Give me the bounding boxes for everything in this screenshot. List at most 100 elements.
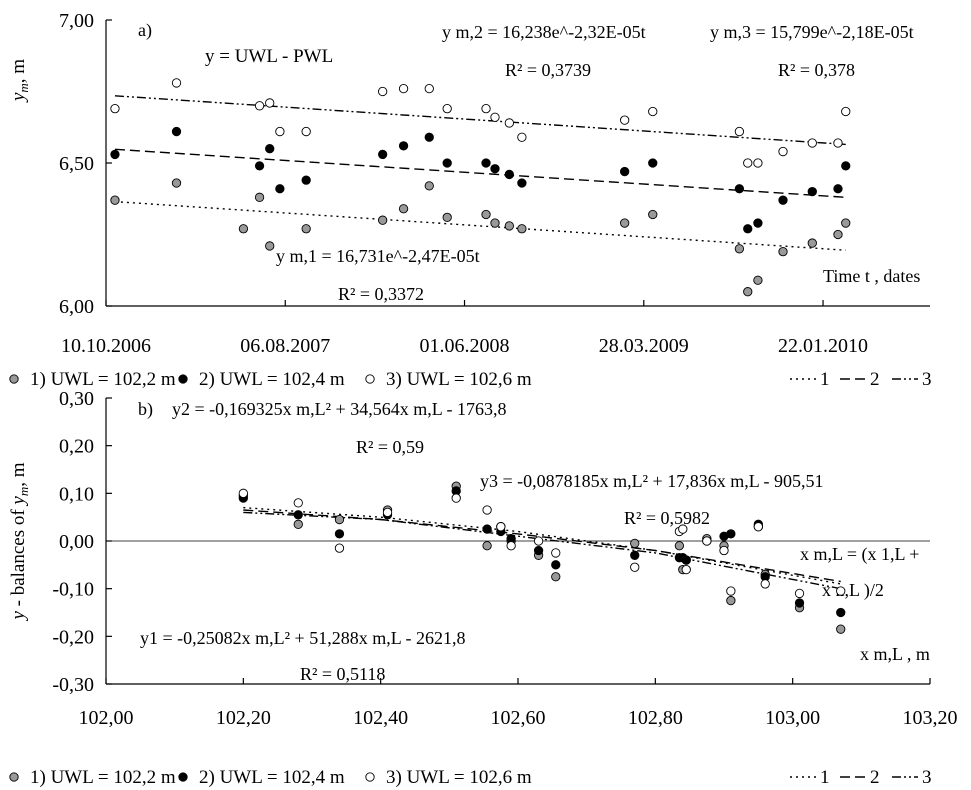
- panel-a-point-s1: [517, 224, 527, 234]
- panel-b-y-tick-label: -0,20: [52, 626, 94, 648]
- panel-a-point-s1: [620, 218, 630, 228]
- panel-b-point-s3: [753, 522, 763, 532]
- panel-b-eq3-r2: R² = 0,5982: [624, 508, 710, 528]
- panel-a-point-s2: [504, 169, 514, 180]
- panel-a-y-tick-label: 6,50: [59, 153, 94, 175]
- panel-b-y-tick-label: 0,00: [59, 531, 94, 553]
- panel-a-x-tick-label: 06.08.2007: [240, 335, 330, 357]
- panel-a-point-s3: [481, 104, 491, 114]
- panel-b-eq2-r2: R² = 0,59: [356, 437, 424, 457]
- panel-b-y-tick-label: -0,10: [52, 579, 94, 601]
- panel-a-point-s2: [734, 184, 745, 194]
- panel-a-point-s1: [398, 204, 409, 214]
- panel-a-point-s1: [254, 192, 265, 202]
- panel-a-point-s3: [778, 146, 788, 157]
- panel-a-y-label: ym, m: [8, 59, 31, 103]
- panel-b-eq2: y2 = -0,169325x m,L² + 34,564x m,L - 176…: [172, 399, 507, 419]
- panel-b-point-s1: [293, 519, 303, 529]
- panel-a-trendline-2: [114, 148, 846, 199]
- panel-a-point-s1: [265, 241, 275, 251]
- panel-a-point-s2: [807, 186, 817, 197]
- panel-b-point-s2: [681, 555, 691, 565]
- panel-b-point-s3: [681, 564, 691, 575]
- panel-a-point-s1: [378, 215, 388, 225]
- legend-label-1: 1) UWL = 102,2 m: [30, 369, 176, 390]
- legend-top: 1) UWL = 102,2 m 2) UWL = 102,4 m 3) UWL =…: [9, 369, 932, 390]
- panel-a-point-s3: [753, 158, 763, 168]
- panel-a-point-s2: [753, 218, 763, 228]
- panel-b-points: [238, 481, 846, 634]
- panel-b-eq1: y1 = -0,25082x m,L² + 51,288x m,L - 2621…: [140, 628, 466, 648]
- panel-b-y-tick-label: 0,30: [59, 388, 94, 410]
- panel-a-y-tick-label: 6,00: [59, 296, 94, 318]
- panel-b-point-s1: [482, 541, 492, 551]
- panel-b-trendline-3: [243, 511, 841, 590]
- panel-b-point-s2: [551, 560, 561, 570]
- panel-a-x-tick-label: 28.03.2009: [599, 335, 689, 357]
- panel-a-eq2-r2: R² = 0,3739: [505, 60, 591, 80]
- panel-a-x-tick-label: 22.01.2010: [778, 335, 868, 357]
- panel-a-point-s2: [378, 149, 388, 160]
- panel-a-point-s1: [110, 195, 120, 205]
- panel-b-point-s3: [382, 507, 393, 518]
- legend-label-3: 3) UWL = 102,6 m: [386, 767, 532, 788]
- panel-a-trendline-1: [114, 200, 846, 251]
- panel-b-point-s3: [630, 562, 640, 572]
- panel-a-point-s3: [265, 98, 275, 108]
- panel-a-point-s3: [734, 126, 745, 137]
- panel-a-y-tick-label: 7,00: [59, 10, 94, 32]
- legend-bottom: 1) UWL = 102,2 m 2) UWL = 102,4 m 3) UWL =…: [9, 767, 932, 788]
- panel-a-point-s3: [398, 83, 409, 94]
- panel-a-point-s2: [517, 178, 527, 188]
- panel-a-points: [110, 78, 851, 297]
- panel-b-point-s3: [551, 548, 561, 558]
- panel-b-point-s1: [836, 624, 846, 634]
- panel-a-point-s3: [620, 115, 630, 125]
- legend-line-label-3: 3: [922, 767, 932, 788]
- panel-b-point-s3: [238, 488, 248, 498]
- panel-b-y-tick-label: 0,10: [59, 483, 94, 505]
- legend-line-label-2: 2: [870, 369, 880, 390]
- panel-a-point-s1: [753, 275, 763, 285]
- panel-b-eq1-r2: R² = 0,5118: [300, 664, 385, 684]
- legend-label-3: 3) UWL = 102,6 m: [386, 369, 532, 390]
- panel-b-point-s2: [836, 607, 846, 618]
- legend-label-2: 2) UWL = 102,4 m: [199, 369, 345, 390]
- panel-b-point-s1: [630, 538, 640, 549]
- panel-b-point-s3: [451, 493, 461, 503]
- panel-b-point-s2: [482, 524, 492, 534]
- panel-a-point-s2: [778, 195, 788, 205]
- panel-a-x-tick-label: 01.06.2008: [420, 335, 510, 357]
- panel-a-point-s3: [807, 138, 817, 148]
- panel-a-point-s3: [442, 104, 452, 114]
- panel-a-point-s1: [841, 218, 851, 228]
- panel-b-point-s1: [334, 514, 345, 525]
- panel-a-point-s1: [171, 178, 182, 188]
- panel-a-ticks: 6,00 6,50 7,00 10.10.2006 06.08.2007 01.06.20…: [59, 10, 868, 357]
- panel-a-point-s3: [378, 86, 388, 97]
- panel-a-annotation-y: y = UWL - PWL: [205, 46, 333, 67]
- panel-a-point-s1: [504, 221, 514, 231]
- panel-b-point-s3: [678, 524, 688, 534]
- panel-a-point-s3: [833, 138, 843, 148]
- panel-a-point-s2: [833, 184, 843, 194]
- legend-label-2: 2) UWL = 102,4 m: [199, 767, 345, 788]
- panel-a-point-s2: [171, 126, 182, 137]
- panel-b-trendline-1: [243, 506, 841, 585]
- panel-a-point-s1: [734, 244, 745, 254]
- panel-a-point-s3: [254, 101, 265, 111]
- panel-a-point-s2: [481, 158, 491, 168]
- panel-b-point-s1: [551, 572, 561, 582]
- panel-a-point-s1: [424, 181, 434, 191]
- legend-marker-2: [178, 374, 188, 384]
- panel-a-point-s2: [841, 161, 851, 171]
- panel-b-point-s1: [726, 595, 736, 606]
- panel-a-point-s3: [648, 106, 658, 117]
- panel-b-note-line2: x n,L )/2: [822, 580, 884, 601]
- panel-b-x-tick-label: 102,40: [353, 707, 408, 729]
- panel-a-point-s3: [743, 158, 753, 168]
- panel-b-label: b): [138, 399, 153, 420]
- legend-line-label-1: 1: [820, 767, 830, 788]
- panel-b-point-s3: [719, 545, 729, 556]
